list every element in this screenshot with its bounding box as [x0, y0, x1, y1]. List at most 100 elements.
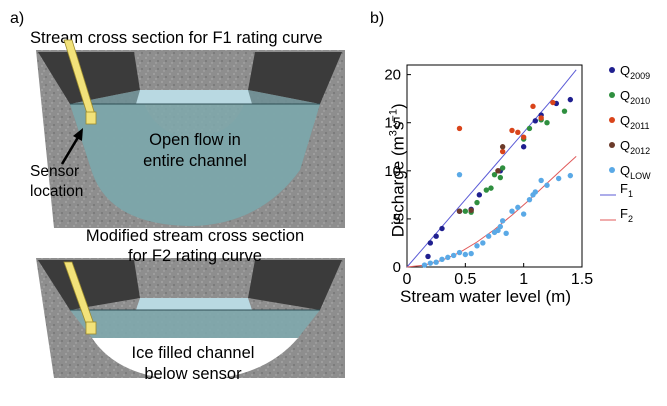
- top-diagram-caption: Stream cross section for F1 rating curve: [30, 29, 323, 47]
- point-q2010: [561, 108, 568, 114]
- bottom-ice-fill: [92, 338, 298, 380]
- x-tick-label: 1.5: [571, 271, 593, 288]
- point-qlow: [450, 252, 457, 259]
- top-left-bank: [38, 52, 140, 104]
- y-axis-title-sup2: −1: [387, 109, 400, 122]
- top-water-surface: [136, 90, 252, 104]
- point-q2009: [427, 240, 434, 246]
- y-tick-label: 15: [384, 115, 401, 132]
- point-q2012: [499, 144, 506, 150]
- top-cross-section: [36, 39, 345, 228]
- y-tick-label: 0: [393, 259, 401, 276]
- point-q2010: [544, 120, 550, 126]
- point-q2009: [439, 225, 445, 232]
- point-q2011: [530, 103, 536, 110]
- point-qlow: [515, 204, 521, 211]
- bottom-flow-line2: below sensor: [144, 365, 242, 383]
- point-q2009: [476, 192, 483, 198]
- point-qlow: [520, 211, 527, 217]
- x-tick-label: 1: [519, 271, 528, 288]
- legend-label-qlow: QLOW: [620, 163, 651, 181]
- x-tick-label: 0: [403, 271, 412, 288]
- point-qlow: [555, 175, 562, 182]
- point-qlow: [456, 171, 463, 178]
- point-q2010: [483, 187, 490, 193]
- point-q2010: [491, 171, 498, 178]
- point-q2011: [509, 127, 515, 134]
- point-qlow: [456, 249, 463, 256]
- point-qlow: [421, 262, 428, 268]
- point-qlow: [485, 233, 492, 239]
- bottom-left-bank: [38, 260, 140, 310]
- sensor-arrow: [60, 133, 82, 165]
- panel-b-label: b): [370, 10, 385, 27]
- point-qlow: [439, 256, 445, 263]
- bottom-caption-line1: Modified stream cross section: [85, 227, 305, 245]
- point-qlow: [526, 196, 533, 203]
- legend-label-f2: F2: [620, 206, 633, 224]
- point-q2009: [567, 96, 574, 103]
- legend-label-q2012: Q2012: [620, 138, 650, 156]
- point-qlow: [544, 182, 550, 188]
- point-q2011: [538, 115, 544, 121]
- bottom-flow-label: Ice filled channel below sensor: [118, 343, 268, 385]
- x-tick-label: 0.5: [454, 271, 476, 288]
- point-q2010: [462, 208, 469, 214]
- point-q2011: [456, 125, 463, 132]
- bottom-caption-line2: for F2 rating curve: [128, 247, 262, 265]
- point-qlow: [474, 243, 480, 249]
- curve-f1: [406, 69, 577, 268]
- bottom-caption: Modified stream cross section for F2 rat…: [50, 226, 340, 266]
- point-qlow: [538, 177, 544, 184]
- point-qlow: [532, 189, 539, 195]
- point-qlow: [480, 240, 486, 246]
- point-q2009: [433, 233, 439, 239]
- y-axis-title-mid: s: [388, 121, 408, 131]
- point-q2010: [497, 174, 504, 181]
- point-q2012: [468, 207, 474, 213]
- bottom-water-surface: [136, 298, 252, 310]
- point-qlow: [503, 230, 509, 237]
- sensor-line2: location: [30, 183, 84, 200]
- y-tick-label: 5: [393, 211, 401, 228]
- sensor-line1: Sensor: [30, 163, 80, 180]
- point-q2011: [550, 99, 556, 106]
- point-qlow: [497, 223, 504, 230]
- point-qlow: [427, 260, 434, 266]
- curve-f2: [406, 156, 577, 268]
- point-qlow: [462, 251, 469, 258]
- point-q2009: [425, 253, 431, 260]
- y-axis-title: Discharge (m3s−1): [388, 70, 409, 270]
- point-qlow: [509, 208, 515, 214]
- point-qlow: [468, 250, 474, 257]
- top-flow-line2: entire channel: [143, 152, 247, 170]
- point-q2012: [456, 208, 463, 214]
- point-q2011: [499, 148, 506, 155]
- legend-marker-q2011: [609, 117, 615, 123]
- legend-marker-q2009: [609, 67, 615, 73]
- point-q2009: [532, 118, 539, 124]
- point-q2010: [474, 199, 480, 206]
- point-qlow: [499, 218, 506, 224]
- legend-label-q2009: Q2009: [620, 63, 650, 81]
- sensor-arrowhead: [73, 128, 83, 141]
- y-axis-title-end: ): [388, 103, 408, 110]
- point-qlow: [433, 259, 439, 265]
- top-flow-label: Open flow in entire channel: [140, 130, 250, 172]
- point-qlow: [567, 172, 574, 179]
- point-q2012: [495, 168, 501, 174]
- bottom-flow-line1: Ice filled channel: [131, 344, 255, 362]
- sensor-location-label: Sensor location: [30, 162, 83, 202]
- legend-label-q2010: Q2010: [620, 88, 650, 106]
- bottom-water: [70, 310, 320, 338]
- x-axis-title: Stream water level (m): [400, 287, 571, 306]
- panel-a-label: a): [10, 10, 25, 27]
- y-tick-label: 20: [384, 67, 401, 84]
- legend-label-q2011: Q2011: [620, 113, 649, 131]
- plot-frame: [406, 64, 583, 268]
- legend-marker-q2010: [609, 92, 615, 98]
- legend-marker-q2012: [609, 142, 615, 148]
- y-axis-title-sup1: 3: [387, 130, 400, 137]
